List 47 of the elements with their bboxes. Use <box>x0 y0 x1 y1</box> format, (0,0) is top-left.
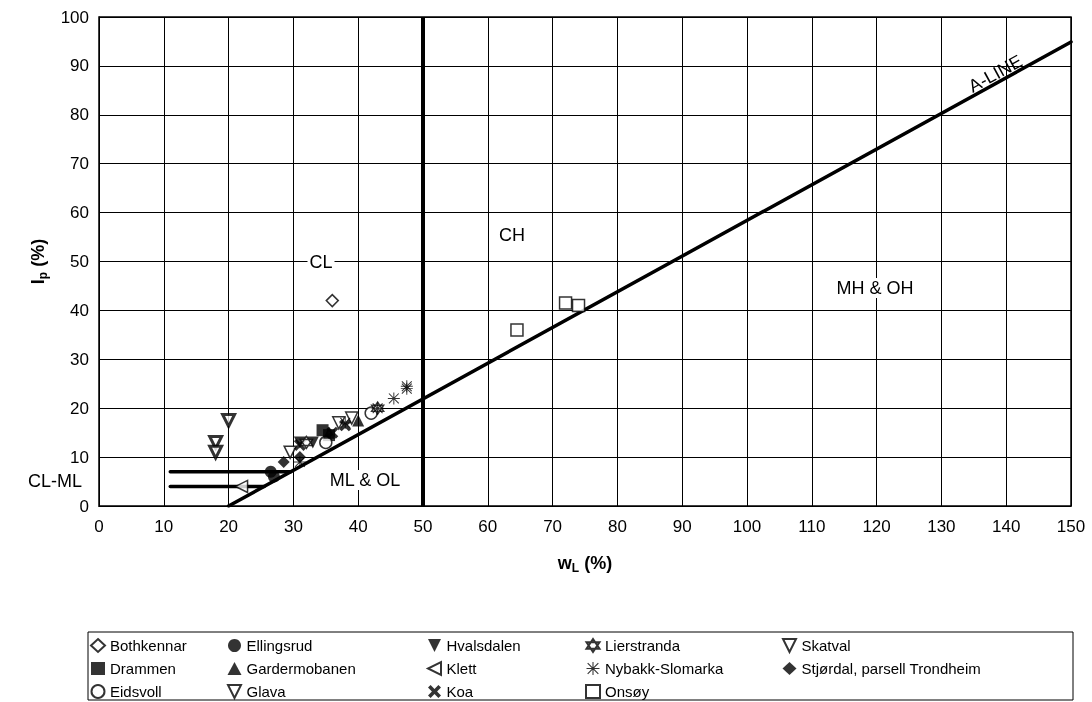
annotation: CH <box>499 225 525 245</box>
legend-label: Lierstranda <box>605 637 681 654</box>
x-tick-label: 130 <box>927 517 956 536</box>
y-tick-label: 0 <box>79 496 89 516</box>
x-tick-label: 120 <box>862 517 891 536</box>
x-tick-label: 40 <box>348 517 368 536</box>
x-tick-label: 90 <box>672 517 692 536</box>
legend-label: Nybakk-Slomarka <box>605 660 725 677</box>
text: CL-ML <box>27 471 83 491</box>
y-tick-label: 10 <box>70 447 89 467</box>
legend-label: Gardermobanen <box>246 660 356 677</box>
x-tick-label: 60 <box>478 517 498 536</box>
x-tick-label: 50 <box>413 517 433 536</box>
legend-label: Klett <box>446 660 478 677</box>
x-tick-label: 0 <box>94 517 104 536</box>
y-tick-label: 20 <box>70 398 89 418</box>
y-axis-title: Ip (%) <box>28 238 50 285</box>
legend-label: Bothkennar <box>110 637 187 654</box>
x-tick-label: 80 <box>607 517 627 536</box>
legend-label: Drammen <box>110 660 176 677</box>
x-tick-label: 140 <box>992 517 1021 536</box>
legend-label: Eidsvoll <box>110 683 162 700</box>
y-tick-label: 30 <box>70 349 89 369</box>
y-tick-label: 100 <box>60 7 89 27</box>
legend-label: Glava <box>246 683 287 700</box>
legend-label: Hvalsdalen <box>446 637 521 654</box>
legend-label: Skatval <box>801 637 851 654</box>
x-tick-label: 150 <box>1056 517 1086 536</box>
legend-label: Onsøy <box>605 683 650 700</box>
x-tick-label: 30 <box>283 517 303 536</box>
x-tick-label: 100 <box>732 517 762 536</box>
legend-label: Koa <box>446 683 474 700</box>
y-tick-label: 40 <box>70 300 89 320</box>
annotation: CL <box>309 252 333 272</box>
annotation: MH & OH <box>836 278 914 298</box>
legend-label: Ellingsrud <box>246 637 313 654</box>
legend-label: Stjørdal, parsell Trondheim <box>801 660 981 677</box>
x-tick-label: 10 <box>154 517 174 536</box>
y-tick-label: 80 <box>70 105 89 125</box>
y-tick-label: 70 <box>70 154 89 174</box>
y-tick-label: 60 <box>70 203 89 223</box>
annotation: ML & OL <box>329 470 401 490</box>
x-tick-label: 110 <box>798 517 826 536</box>
x-tick-label: 20 <box>219 517 239 536</box>
y-tick-label: 50 <box>70 252 89 271</box>
x-tick-label: 70 <box>543 517 563 536</box>
y-tick-label: 90 <box>70 56 89 76</box>
